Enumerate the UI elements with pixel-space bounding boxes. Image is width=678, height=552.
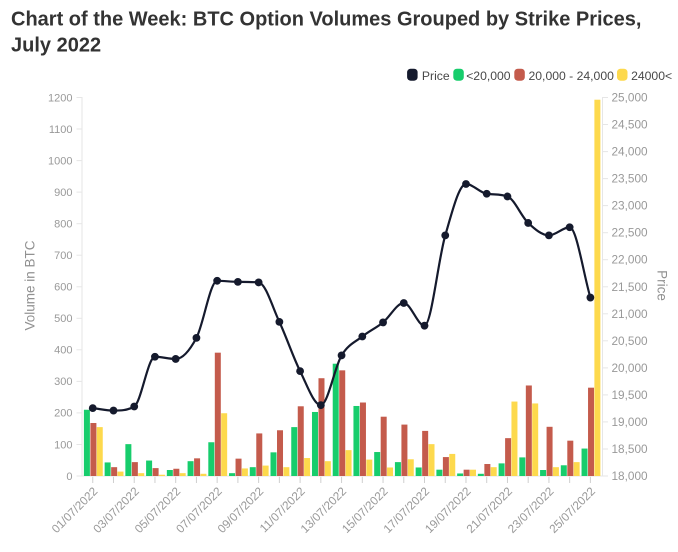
svg-text:23,500: 23,500 — [612, 172, 649, 186]
svg-text:<20,000: <20,000 — [466, 69, 511, 83]
svg-text:23,000: 23,000 — [612, 199, 649, 213]
svg-text:21,500: 21,500 — [612, 280, 649, 294]
svg-text:Price: Price — [655, 270, 670, 301]
svg-text:18,000: 18,000 — [612, 469, 649, 483]
svg-text:20,000: 20,000 — [612, 361, 649, 375]
svg-text:22,500: 22,500 — [612, 226, 649, 240]
svg-text:Volume in BTC: Volume in BTC — [23, 240, 38, 330]
svg-text:0: 0 — [66, 471, 72, 483]
svg-text:Chart of the Week: BTC Option: Chart of the Week: BTC Option Volumes Gr… — [11, 9, 641, 31]
svg-text:21,000: 21,000 — [612, 307, 649, 321]
svg-text:22,000: 22,000 — [612, 253, 649, 267]
svg-text:24,500: 24,500 — [612, 118, 649, 132]
svg-text:July 2022: July 2022 — [11, 35, 101, 57]
svg-text:1000: 1000 — [48, 155, 72, 167]
svg-text:24,000: 24,000 — [612, 145, 649, 159]
svg-text:25,000: 25,000 — [612, 91, 649, 105]
svg-text:24000<: 24000< — [631, 69, 672, 83]
svg-text:800: 800 — [54, 219, 72, 231]
svg-text:19,500: 19,500 — [612, 388, 649, 402]
svg-text:300: 300 — [54, 376, 72, 388]
svg-text:200: 200 — [54, 408, 72, 420]
svg-text:100: 100 — [54, 439, 72, 451]
svg-text:20,000 - 24,000: 20,000 - 24,000 — [529, 69, 615, 83]
svg-text:Price: Price — [422, 69, 450, 83]
svg-text:1200: 1200 — [48, 92, 72, 104]
svg-text:400: 400 — [54, 345, 72, 357]
svg-text:700: 700 — [54, 250, 72, 262]
svg-text:900: 900 — [54, 187, 72, 199]
svg-text:500: 500 — [54, 313, 72, 325]
svg-text:20,500: 20,500 — [612, 334, 649, 348]
svg-text:600: 600 — [54, 282, 72, 294]
svg-text:18,500: 18,500 — [612, 442, 649, 456]
svg-text:1100: 1100 — [49, 124, 73, 136]
svg-text:19,000: 19,000 — [612, 415, 649, 429]
